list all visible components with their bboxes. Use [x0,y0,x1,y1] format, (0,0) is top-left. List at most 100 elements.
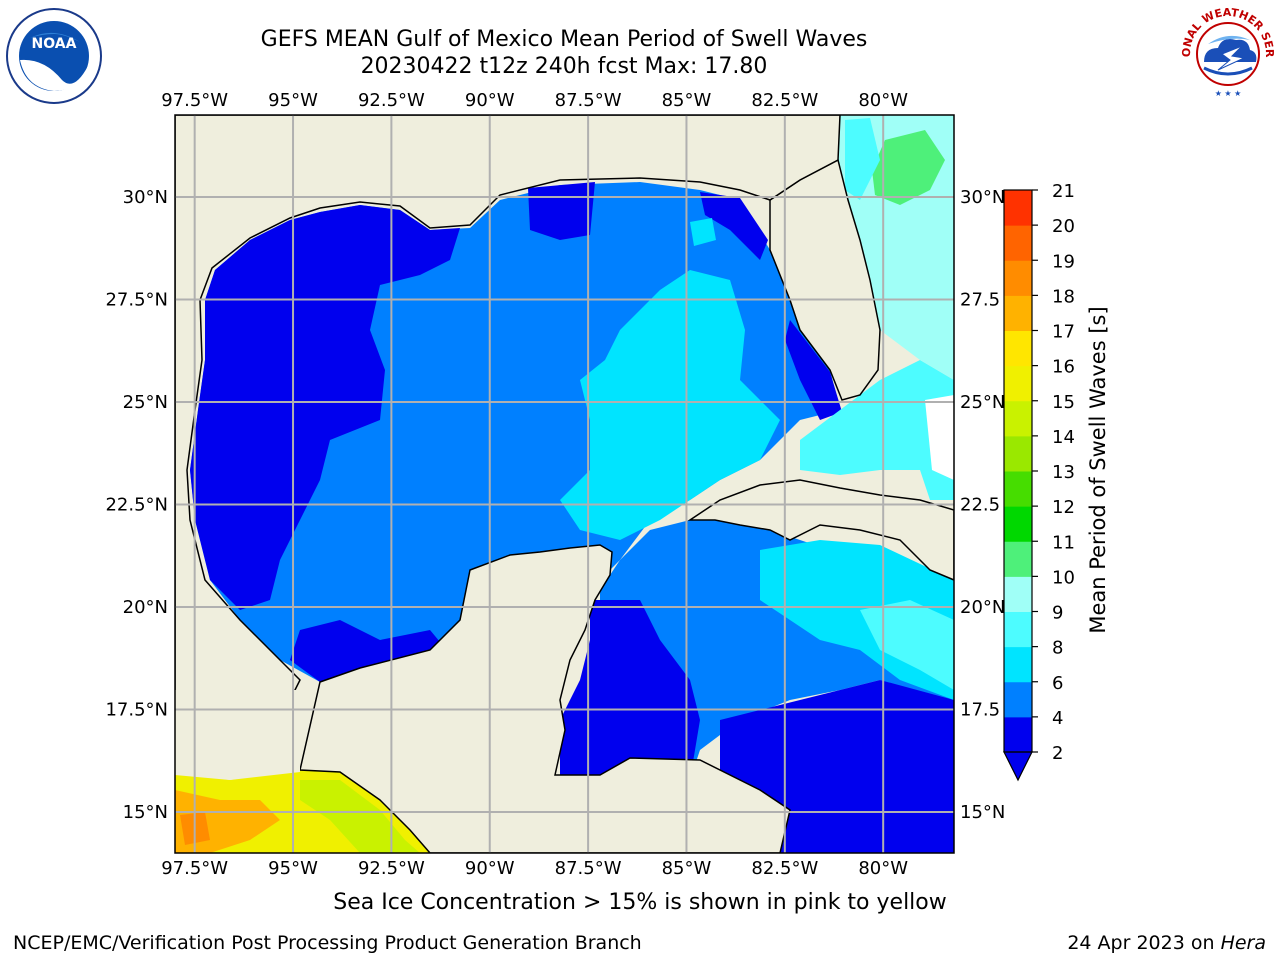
gulf-north-dark-blue-region [528,182,595,240]
colorbar-tick-label: 15 [1052,392,1075,413]
colorbar: 2 4 6 8 9 10 11 12 13 14 15 16 17 18 19 20 21 [1003,181,1075,782]
x-tick-label-bottom: 82.5°W [751,858,818,879]
gulf-cyan-patch [690,218,716,246]
y-tick-label-left: 22.5°N [105,495,168,516]
date-line: 24 Apr 2023 on Hera [1067,932,1266,954]
atlantic-green-patch [872,130,945,205]
mexico-west-land [175,690,300,780]
colorbar-tick-label: 14 [1052,427,1075,448]
chart-subtitle: 20230422 t12z 240h fcst Max: 17.80 [360,54,768,79]
map-field [175,115,954,853]
y-axis-right: 30°N 27.5 25°N 22.5 20°N 17.5 15°N [960,187,1005,823]
y-tick-label-left: 25°N [123,392,168,413]
florida-coast-dark-blue-region [785,320,842,420]
colorbar-segment [1004,611,1032,648]
x-tick-label-bottom: 92.5°W [358,858,425,879]
plot-frame [174,114,955,854]
colorbar-extend-triangle [1003,751,1033,782]
colorbar-tick-label: 6 [1052,673,1063,694]
y-tick-label-right: 30°N [960,187,1005,208]
y-tick-label-left: 20°N [123,597,168,618]
y-tick-label-right: 15°N [960,802,1005,823]
colorbar-tick-label: 20 [1052,216,1075,237]
bahamas-no-data [925,395,954,480]
x-tick-label-top: 82.5°W [751,90,818,111]
x-tick-label-top: 95°W [268,90,318,111]
colorbar-segment [1004,435,1032,472]
ice-note-text: Sea Ice Concentration > 15% is shown in … [333,890,947,915]
gulf-west-dark-blue-region [190,205,460,610]
x-tick-label-top: 97.5°W [161,90,228,111]
x-tick-label-bottom: 85°W [662,858,712,879]
colorbar-tick-label: 16 [1052,357,1075,378]
y-axis-left: 30°N 27.5°N 25°N 22.5°N 20°N 17.5°N 15°N [105,187,168,823]
y-tick-label-right: 25°N [960,392,1005,413]
colorbar-segment [1004,260,1032,296]
y-tick-label-right: 17.5 [960,700,1000,721]
colorbar-segment [1004,330,1032,367]
x-axis-top: 97.5°W 95°W 92.5°W 90°W 87.5°W 85°W 82.5°W 80°W [161,90,908,111]
x-tick-label-bottom: 80°W [858,858,908,879]
colorbar-tick-label: 8 [1052,638,1063,659]
colorbar-segment [1004,400,1032,437]
colorbar-segment [1004,295,1032,331]
colorbar-segment [1004,576,1032,612]
colorbar-tick-label: 19 [1052,251,1075,272]
x-tick-label-top: 87.5°W [555,90,622,111]
colorbar-segment [1004,681,1032,718]
colorbar-segment [1004,716,1032,753]
straits-cyan-region [800,360,954,500]
colorbar-segment [1004,471,1032,507]
colorbar-segment [1004,190,1032,226]
colorbar-tick-label: 2 [1052,743,1063,764]
chart-title: GEFS MEAN Gulf of Mexico Mean Period of … [260,27,868,52]
colorbar-segment [1004,506,1032,542]
y-tick-label-right: 20°N [960,597,1005,618]
colorbar-tick-label: 17 [1052,322,1075,343]
caribbean-southeast-dark-blue-region [720,680,954,853]
noaa-logo-text: NOAA [32,36,77,52]
y-tick-label-right: 22.5 [960,495,1000,516]
credit-line: NCEP/EMC/Verification Post Processing Pr… [13,932,642,954]
colorbar-tick-label: 12 [1052,497,1075,518]
colorbar-tick-label: 10 [1052,567,1075,588]
yucatan-land [299,544,791,853]
gulf-central-cyan-region [560,270,780,540]
atlantic-cyan-patch [845,118,880,200]
colorbar-label: Mean Period of Swell Waves [s] [1086,306,1110,633]
colorbar-tick-label: 11 [1052,532,1075,553]
pacific-yellowgreen-region [300,780,420,853]
y-tick-label-left: 30°N [123,187,168,208]
x-tick-label-bottom: 87.5°W [555,858,622,879]
colorbar-tick-label: 9 [1052,603,1063,624]
x-tick-label-bottom: 90°W [465,858,515,879]
date-prefix: 24 Apr 2023 on [1067,932,1221,954]
x-tick-label-top: 85°W [662,90,712,111]
colorbar-tick-label: 13 [1052,462,1075,483]
svg-text:★ ★ ★: ★ ★ ★ [1215,89,1242,98]
colorbar-segment [1004,365,1032,402]
noaa-logo: NOAA [6,8,102,104]
gulf-northeast-dark-blue-region [700,192,768,260]
ice-note: Sea Ice Concentration > 15% is shown in … [0,890,1280,915]
machine-name: Hera [1220,932,1266,954]
x-axis-bottom: 97.5°W 95°W 92.5°W 90°W 87.5°W 85°W 82.5°W 80°W [161,858,908,879]
y-tick-label-right: 27.5 [960,290,1000,311]
us-gulf-coast-land [175,115,841,701]
nws-logo: NATIONAL WEATHER SERVICE ★ ★ ★ [1178,8,1276,98]
x-tick-label-top: 92.5°W [358,90,425,111]
colorbar-tick-label: 4 [1052,708,1063,729]
y-tick-label-left: 27.5°N [105,290,168,311]
colorbar-tick-label: 18 [1052,286,1075,307]
colorbar-tick-label: 21 [1052,181,1075,202]
x-tick-label-top: 80°W [858,90,908,111]
x-tick-label-top: 90°W [465,90,515,111]
y-tick-label-left: 17.5°N [105,700,168,721]
colorbar-segment [1004,225,1032,261]
colorbar-segment [1004,646,1032,683]
y-tick-label-left: 15°N [123,802,168,823]
gulf-southwest-dark-blue-region [290,620,445,682]
x-tick-label-bottom: 95°W [268,858,318,879]
gridlines [175,115,954,853]
